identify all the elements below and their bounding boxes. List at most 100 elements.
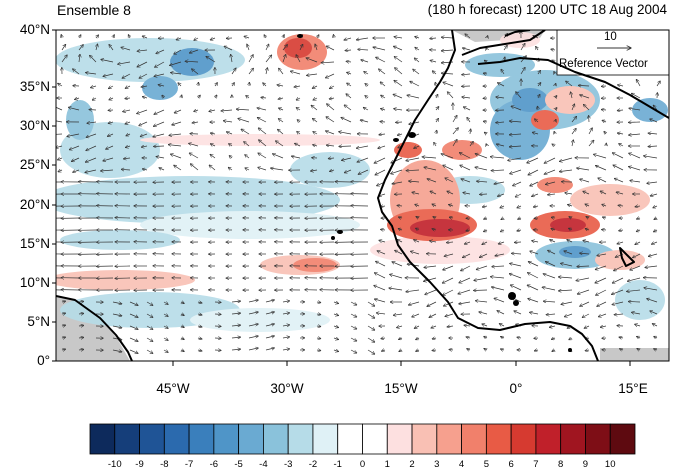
colorbar-tick-label: -9 <box>135 459 144 470</box>
wind-vector <box>71 157 80 162</box>
wind-vector <box>61 313 66 314</box>
wind-vector <box>265 312 275 314</box>
wind-vector <box>197 314 202 315</box>
wind-vector <box>392 262 403 267</box>
wind-vector <box>363 107 369 110</box>
wind-vector <box>650 119 658 123</box>
colorbar-box <box>485 423 512 455</box>
wind-vector <box>101 59 114 63</box>
wind-vector <box>118 61 131 64</box>
wind-vector <box>313 98 318 100</box>
wind-vector <box>326 117 335 123</box>
wind-vector <box>244 142 250 147</box>
wind-vector <box>414 240 420 242</box>
wind-vector <box>445 313 454 317</box>
wind-vector <box>645 266 658 268</box>
wind-vector <box>390 274 403 279</box>
wind-vector <box>509 146 522 147</box>
wind-vector <box>346 61 352 62</box>
wind-vector <box>490 277 505 278</box>
wind-vector <box>552 144 555 146</box>
wind-vector <box>630 265 641 270</box>
wind-vector <box>197 302 202 303</box>
wind-vector <box>416 228 420 230</box>
wind-vector <box>146 325 153 330</box>
wind-vector <box>528 169 539 175</box>
colorbar-box <box>535 423 562 455</box>
wind-vector <box>494 298 505 303</box>
wind-vector <box>580 253 590 254</box>
wind-vector <box>215 95 217 98</box>
wind-vector <box>475 154 488 159</box>
wind-vector <box>484 336 487 338</box>
wind-vector <box>140 133 148 137</box>
colorbar-tick-label: 7 <box>533 459 539 470</box>
wind-vector <box>462 97 471 98</box>
wind-vector <box>483 121 488 122</box>
wind-vector <box>389 288 403 291</box>
wind-vector <box>107 134 114 136</box>
wind-vector <box>265 336 275 338</box>
wind-vector <box>436 118 439 123</box>
wind-vector <box>580 301 590 306</box>
wind-vector <box>231 349 241 350</box>
wind-vector <box>266 68 268 75</box>
wind-vector <box>275 141 284 147</box>
wind-vector <box>423 277 437 281</box>
wind-vector <box>257 108 267 111</box>
wind-vector <box>210 133 216 134</box>
wind-vector <box>656 81 660 87</box>
wind-vector <box>491 170 505 171</box>
wind-vector <box>125 146 131 148</box>
lon-label-15e: 15°E <box>618 381 648 396</box>
wind-vector <box>538 70 541 75</box>
wind-vector <box>631 93 641 99</box>
wind-vector <box>532 241 539 242</box>
wind-vector <box>466 230 471 231</box>
wind-vector <box>310 170 318 171</box>
wind-vector <box>487 36 488 38</box>
wind-vector-field <box>56 31 660 354</box>
wind-vector <box>578 85 590 86</box>
wind-vector <box>529 312 539 314</box>
wind-vector <box>278 98 284 99</box>
reference-vector-box <box>556 30 669 76</box>
wind-vector <box>652 324 658 326</box>
wind-vector <box>279 108 284 110</box>
wind-vector <box>379 69 386 75</box>
wind-vector <box>365 96 368 99</box>
colorbar-box <box>188 423 215 455</box>
wind-vector <box>139 121 148 126</box>
wind-vector <box>325 73 335 78</box>
wind-vector <box>412 192 420 194</box>
wind-vector <box>108 122 114 123</box>
wind-vector <box>527 273 539 279</box>
wind-vector <box>379 240 386 242</box>
wind-vector <box>597 254 607 256</box>
wind-vector <box>176 38 182 40</box>
wind-vector <box>315 44 317 51</box>
wind-vector <box>316 302 321 303</box>
wind-vector <box>231 313 241 314</box>
wind-vector <box>648 146 658 147</box>
wind-vector <box>532 132 539 134</box>
wind-vector <box>350 313 357 317</box>
wind-vector <box>572 140 573 147</box>
wind-vector <box>467 349 470 350</box>
wind-vector <box>125 122 131 124</box>
wind-vector <box>537 106 538 111</box>
wind-vector <box>106 145 114 149</box>
wind-vector <box>499 324 505 326</box>
wind-vector <box>248 336 258 339</box>
wind-vector <box>209 110 216 112</box>
wind-vector <box>282 301 290 302</box>
wind-vector <box>109 44 114 51</box>
wind-vector <box>333 338 339 340</box>
colorbar-tick-label: -7 <box>184 459 194 470</box>
wind-vector <box>294 86 301 87</box>
wind-vector <box>614 265 624 271</box>
wind-vector <box>461 179 471 183</box>
wind-vector <box>142 97 148 98</box>
wind-vector <box>595 265 607 270</box>
